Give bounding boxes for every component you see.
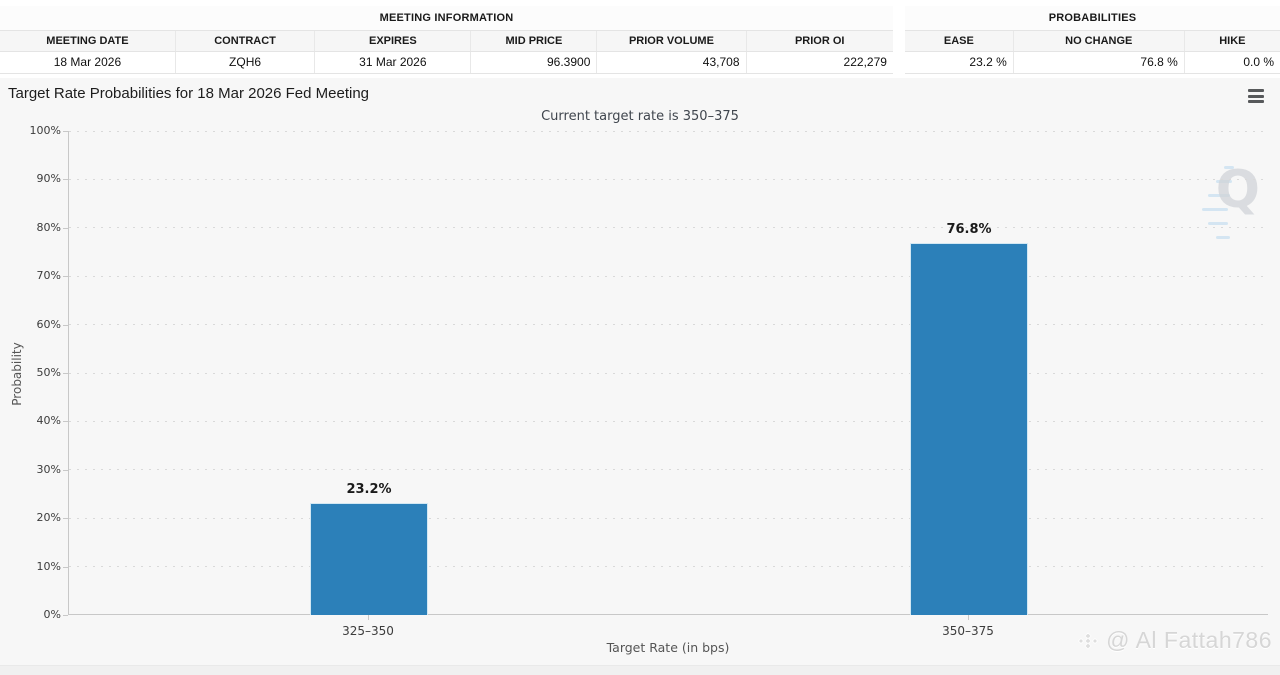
no-change-value: 76.8 %: [1014, 52, 1185, 73]
y-tick: [63, 227, 68, 229]
ease-value: 23.2 %: [905, 52, 1014, 73]
gridline: [69, 227, 1268, 229]
meeting-date-value: 18 Mar 2026: [0, 52, 176, 73]
x-tick-label: 325–350: [342, 624, 394, 638]
gridline: [69, 178, 1268, 180]
x-tick: [968, 615, 969, 620]
plot-area: 23.2% 76.8%: [68, 130, 1268, 615]
gridline: [69, 130, 1268, 132]
x-tick-label: 350–375: [942, 624, 994, 638]
prior-oi-value: 222,279: [843, 55, 887, 69]
column-header: EXPIRES: [315, 31, 472, 51]
column-header: MEETING DATE: [0, 31, 176, 51]
gridline: [69, 420, 1268, 422]
meeting-table-data-row: 18 Mar 2026 ZQH6 31 Mar 2026 96.3900 43,…: [0, 52, 893, 74]
hike-value: 0.0 %: [1243, 55, 1274, 69]
y-tick-label: 60%: [36, 317, 61, 331]
column-header: MID PRICE: [471, 31, 598, 51]
y-tick-label: 50%: [36, 366, 61, 379]
chart-subtitle: Current target rate is 350–375: [541, 109, 739, 124]
summary-tables: MEETING INFORMATION MEETING DATE CONTRAC…: [0, 0, 1280, 78]
gridline: [69, 324, 1268, 326]
bottom-strip: [0, 665, 1280, 675]
bar-value-label: 76.8%: [946, 222, 992, 238]
y-tick: [63, 615, 68, 616]
chart-menu-icon[interactable]: [1248, 89, 1264, 103]
gridline: [69, 517, 1268, 519]
y-tick: [63, 421, 68, 423]
bar-value-label: 23.2%: [346, 481, 392, 497]
gridline: [69, 566, 1268, 568]
mid-price-value: 96.3900: [471, 52, 598, 73]
column-header: NO CHANGE: [1014, 31, 1185, 51]
probabilities-table-title: PROBABILITIES: [905, 6, 1280, 30]
y-tick: [63, 131, 68, 132]
fedwatch-chart: Target Rate Probabilities for 18 Mar 202…: [0, 78, 1280, 665]
x-axis-title: Target Rate (in bps): [606, 640, 730, 655]
credit-text: @ Al Fattah786: [1106, 627, 1272, 653]
y-tick-label: 0%: [43, 608, 61, 621]
y-tick-label: 30%: [36, 462, 61, 476]
bar-350–375[interactable]: [910, 243, 1028, 615]
y-tick-label: 100%: [29, 124, 61, 137]
y-tick-label: 40%: [36, 414, 61, 428]
gridline: [69, 275, 1268, 277]
probabilities-table-data-row: 23.2 % 76.8 % 0.0 %: [905, 52, 1280, 74]
y-tick: [63, 566, 68, 568]
credit-watermark: @ Al Fattah786: [1076, 627, 1272, 654]
column-header: PRIOR VOLUME: [597, 31, 747, 51]
gridline: [69, 469, 1268, 471]
y-tick: [63, 324, 68, 326]
y-tick: [63, 276, 68, 278]
contract-value: ZQH6: [176, 52, 316, 73]
y-tick: [63, 179, 68, 181]
diamond-logo-icon: [1078, 631, 1099, 650]
column-header: CONTRACT: [176, 31, 316, 51]
y-tick-label: 70%: [36, 269, 61, 283]
y-tick: [63, 373, 68, 374]
y-tick-label: 90%: [36, 172, 61, 186]
table-divider: [893, 6, 905, 78]
y-tick-label: 10%: [36, 559, 61, 573]
bar-325–350[interactable]: [310, 502, 428, 615]
column-header: PRIOR OI: [794, 35, 845, 47]
y-tick: [63, 518, 68, 520]
q-letter: Q: [1215, 160, 1260, 220]
meeting-information-table: MEETING INFORMATION MEETING DATE CONTRAC…: [0, 6, 893, 78]
meeting-table-title: MEETING INFORMATION: [0, 6, 893, 30]
quikstrike-logo-watermark: Q: [1198, 140, 1268, 250]
expires-value: 31 Mar 2026: [315, 52, 472, 73]
chart-title: Target Rate Probabilities for 18 Mar 202…: [8, 85, 370, 102]
y-tick-label: 80%: [36, 220, 61, 234]
probabilities-table: PROBABILITIES EASE NO CHANGE HIKE 23.2 %…: [905, 6, 1280, 78]
gridline: [69, 372, 1268, 374]
column-header: EASE: [905, 31, 1014, 51]
y-tick: [63, 469, 68, 471]
x-tick: [368, 615, 369, 620]
column-header: HIKE: [1219, 35, 1246, 47]
y-tick-label: 20%: [36, 511, 61, 525]
prior-volume-value: 43,708: [597, 52, 747, 73]
meeting-table-header-row: MEETING DATE CONTRACT EXPIRES MID PRICE …: [0, 30, 893, 52]
probabilities-table-header-row: EASE NO CHANGE HIKE: [905, 30, 1280, 52]
